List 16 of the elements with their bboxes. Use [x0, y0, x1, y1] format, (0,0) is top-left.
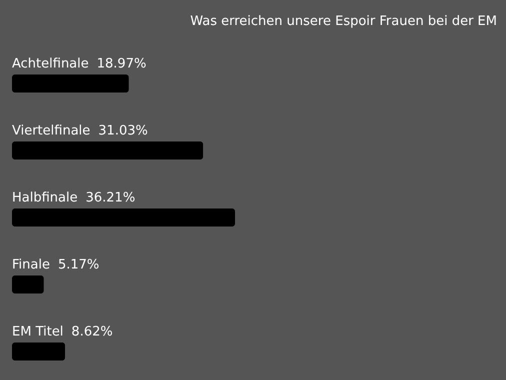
data-label: 31.03% — [98, 124, 148, 138]
data-label: 5.17% — [58, 258, 100, 272]
text: Was erreichen unsere Espoir Frauen bei der EM — [190, 14, 497, 29]
bar — [12, 74, 129, 92]
data-label: 18.97% — [96, 56, 146, 72]
bar — [12, 342, 66, 360]
bar — [12, 208, 236, 226]
y-tick-label: Viertelfinale — [12, 124, 90, 138]
y-tick-label: Halbfinale — [12, 190, 78, 206]
bar — [12, 276, 44, 294]
data-label: 36.21% — [86, 190, 136, 206]
bar — [12, 142, 204, 160]
y-tick-label: Finale — [12, 258, 50, 272]
data-label: 8.62% — [71, 324, 113, 340]
y-tick-label: Achtelfinale — [12, 56, 89, 72]
y-tick-label: EM Titel — [12, 324, 64, 340]
